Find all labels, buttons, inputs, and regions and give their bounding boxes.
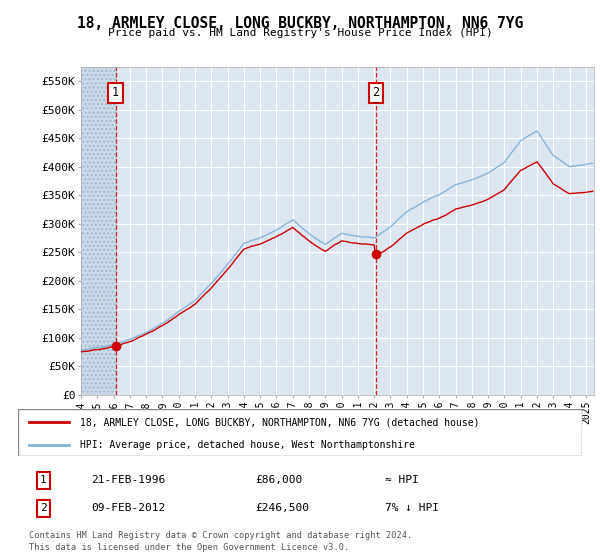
Text: Price paid vs. HM Land Registry's House Price Index (HPI): Price paid vs. HM Land Registry's House … bbox=[107, 28, 493, 38]
Text: 09-FEB-2012: 09-FEB-2012 bbox=[91, 503, 166, 513]
Text: £86,000: £86,000 bbox=[255, 475, 302, 486]
Text: 18, ARMLEY CLOSE, LONG BUCKBY, NORTHAMPTON, NN6 7YG: 18, ARMLEY CLOSE, LONG BUCKBY, NORTHAMPT… bbox=[77, 16, 523, 31]
Text: 18, ARMLEY CLOSE, LONG BUCKBY, NORTHAMPTON, NN6 7YG (detached house): 18, ARMLEY CLOSE, LONG BUCKBY, NORTHAMPT… bbox=[80, 417, 479, 427]
Text: HPI: Average price, detached house, West Northamptonshire: HPI: Average price, detached house, West… bbox=[80, 440, 415, 450]
Text: This data is licensed under the Open Government Licence v3.0.: This data is licensed under the Open Gov… bbox=[29, 543, 350, 552]
Text: 7% ↓ HPI: 7% ↓ HPI bbox=[385, 503, 439, 513]
Text: 1: 1 bbox=[40, 475, 47, 486]
Text: Contains HM Land Registry data © Crown copyright and database right 2024.: Contains HM Land Registry data © Crown c… bbox=[29, 531, 413, 540]
Text: ≈ HPI: ≈ HPI bbox=[385, 475, 418, 486]
Text: 2: 2 bbox=[40, 503, 47, 513]
Polygon shape bbox=[81, 67, 116, 395]
Text: 21-FEB-1996: 21-FEB-1996 bbox=[91, 475, 166, 486]
Text: 1: 1 bbox=[112, 86, 119, 99]
Text: £246,500: £246,500 bbox=[255, 503, 309, 513]
Text: 2: 2 bbox=[372, 86, 379, 99]
